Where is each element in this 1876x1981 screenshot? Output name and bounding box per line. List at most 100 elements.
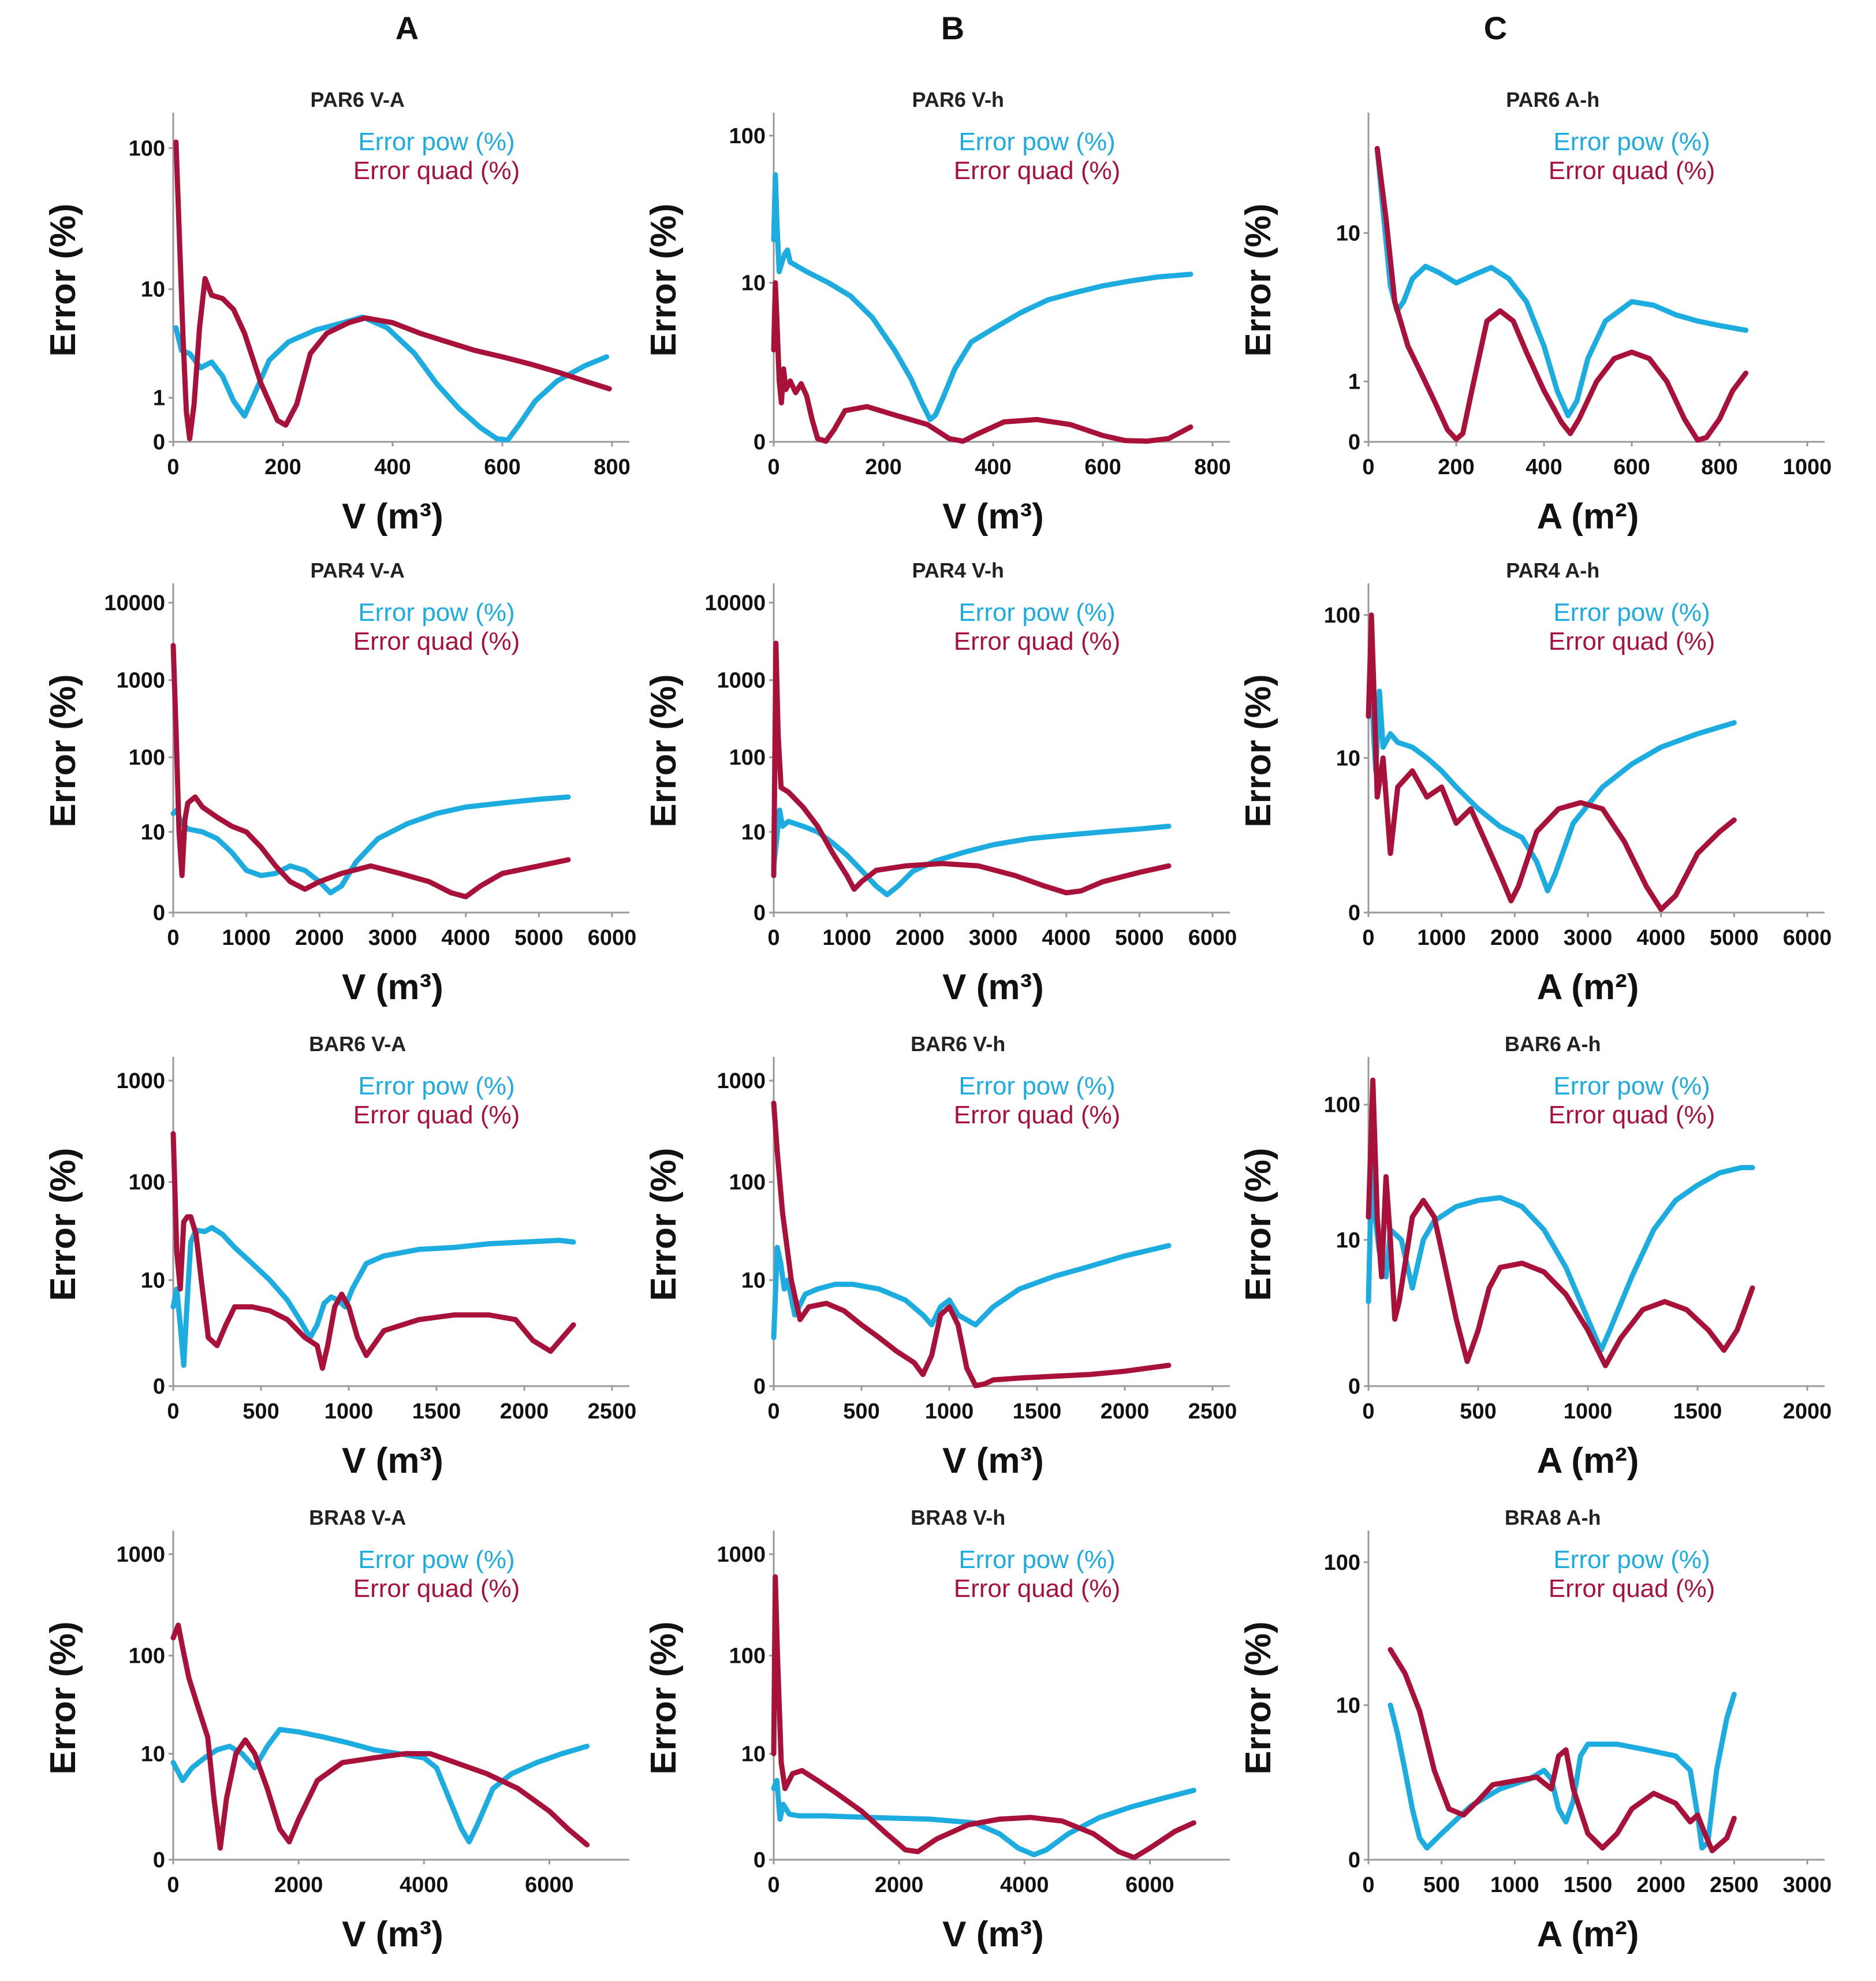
x-tick-label: 500 bbox=[243, 1399, 279, 1424]
series-line-pow bbox=[771, 807, 1172, 898]
chart-title: PAR6 A-h bbox=[1506, 88, 1599, 111]
y-tick-label: 1000 bbox=[116, 1543, 165, 1567]
x-tick-label: 800 bbox=[1194, 455, 1230, 479]
y-axis-label: Error (%) bbox=[43, 1148, 83, 1301]
x-tick-label: 0 bbox=[167, 926, 179, 950]
x-tick-label: 2000 bbox=[500, 1399, 549, 1424]
legend-quad: Error quad (%) bbox=[954, 627, 1121, 656]
x-tick-label: 2000 bbox=[1101, 1399, 1150, 1424]
y-tick-label: 10000 bbox=[704, 591, 766, 616]
y-tick-label: 10 bbox=[141, 1742, 165, 1766]
y-tick-label: 1000 bbox=[717, 669, 766, 693]
x-tick-label: 800 bbox=[594, 455, 630, 479]
y-tick-label: 0 bbox=[153, 430, 165, 455]
legend-pow: Error pow (%) bbox=[358, 128, 514, 156]
x-tick-label: 0 bbox=[167, 1873, 179, 1897]
y-axis-label: Error (%) bbox=[43, 674, 83, 827]
x-tick-label: 500 bbox=[1460, 1399, 1496, 1424]
y-tick-label: 0 bbox=[754, 1848, 766, 1872]
y-tick-label: 10 bbox=[1336, 746, 1360, 770]
chart-title: PAR4 A-h bbox=[1506, 558, 1599, 582]
y-axis-label: Error (%) bbox=[644, 203, 684, 356]
x-tick-label: 3000 bbox=[368, 926, 417, 950]
legend-pow: Error pow (%) bbox=[358, 598, 514, 627]
y-tick-label: 0 bbox=[754, 430, 766, 455]
chart-title: PAR4 V-h bbox=[912, 558, 1004, 582]
x-tick-label: 600 bbox=[1084, 455, 1121, 479]
y-axis-label: Error (%) bbox=[1239, 674, 1278, 827]
chart-par6-v-a: PAR6 V-A 0 1 10 100 0 200 400 600 800 V (m³) Error … bbox=[43, 88, 631, 537]
x-tick-label: 400 bbox=[975, 455, 1011, 479]
y-tick-label: 10 bbox=[741, 1742, 766, 1766]
legend-quad: Error quad (%) bbox=[1549, 157, 1715, 185]
chart-bra8-v-h: BRA8 V-h 0 10 100 1000 0 2000 4000 6000 V (m³) Err… bbox=[644, 1506, 1230, 1954]
series-line-quad bbox=[771, 641, 1172, 896]
legend-quad: Error quad (%) bbox=[1549, 1101, 1715, 1129]
legend-pow: Error pow (%) bbox=[358, 1546, 514, 1574]
y-axis-label: Error (%) bbox=[644, 1148, 684, 1301]
y-tick-label: 10 bbox=[1336, 1693, 1360, 1718]
series-line-quad bbox=[771, 1100, 1172, 1388]
y-tick-label: 10 bbox=[141, 278, 165, 302]
y-tick-label: 0 bbox=[1348, 901, 1360, 925]
x-tick-label: 200 bbox=[264, 455, 301, 479]
y-tick-label: 0 bbox=[1348, 430, 1360, 455]
x-tick-label: 5000 bbox=[1710, 926, 1759, 950]
series-line-quad bbox=[771, 280, 1194, 444]
y-tick-label: 0 bbox=[754, 901, 766, 925]
x-tick-label: 1500 bbox=[1673, 1399, 1722, 1424]
x-axis-label: V (m³) bbox=[942, 497, 1044, 537]
y-tick-label: 10 bbox=[741, 1268, 766, 1293]
chart-bra8-v-a: BRA8 V-A 0 10 100 1000 0 2000 4000 6000 V (m³) Err… bbox=[43, 1506, 629, 1954]
x-tick-label: 2500 bbox=[588, 1399, 637, 1424]
chart-title: BRA8 V-A bbox=[309, 1506, 406, 1529]
y-tick-label: 0 bbox=[1348, 1848, 1360, 1872]
x-axis-label: A (m²) bbox=[1537, 967, 1639, 1007]
x-tick-label: 6000 bbox=[525, 1873, 574, 1897]
x-tick-label: 6000 bbox=[588, 926, 637, 950]
y-tick-label: 10 bbox=[741, 271, 766, 296]
x-tick-label: 2000 bbox=[1490, 926, 1539, 950]
series-line-quad bbox=[173, 139, 612, 442]
y-tick-label: 100 bbox=[129, 1171, 165, 1195]
chart-bar6-v-a: BAR6 V-A 0 10 100 1000 0 500 1000 1500 2000 2500 V … bbox=[43, 1032, 636, 1481]
legend-quad: Error quad (%) bbox=[353, 1101, 520, 1129]
legend-quad: Error quad (%) bbox=[353, 157, 520, 185]
legend-pow: Error pow (%) bbox=[958, 598, 1115, 627]
x-tick-label: 4000 bbox=[1042, 926, 1091, 950]
x-tick-label: 4000 bbox=[1636, 926, 1685, 950]
x-tick-label: 1500 bbox=[1564, 1873, 1613, 1897]
y-tick-label: 1 bbox=[153, 386, 165, 411]
y-tick-label: 1000 bbox=[717, 1069, 766, 1093]
y-tick-label: 1000 bbox=[116, 669, 165, 693]
chart-title: BAR6 V-h bbox=[911, 1032, 1005, 1056]
legend-pow: Error pow (%) bbox=[1553, 128, 1710, 156]
x-tick-label: 1000 bbox=[1783, 455, 1832, 479]
series-line-pow bbox=[1374, 146, 1749, 419]
y-tick-label: 1000 bbox=[717, 1543, 766, 1567]
series-line-quad bbox=[170, 1622, 590, 1851]
x-axis-label: V (m³) bbox=[342, 1441, 443, 1481]
x-tick-label: 2000 bbox=[875, 1873, 924, 1897]
y-axis-label: Error (%) bbox=[43, 203, 83, 356]
series-line-quad bbox=[1374, 146, 1749, 443]
legend-pow: Error pow (%) bbox=[958, 1072, 1115, 1100]
series-line-pow bbox=[170, 1727, 590, 1845]
x-tick-label: 1500 bbox=[412, 1399, 461, 1424]
y-axis-label: Error (%) bbox=[43, 1621, 83, 1774]
legend-pow: Error pow (%) bbox=[1553, 1072, 1710, 1100]
y-tick-label: 100 bbox=[729, 124, 766, 148]
chart-title: PAR4 V-A bbox=[311, 558, 405, 582]
x-tick-label: 4000 bbox=[1000, 1873, 1049, 1897]
y-tick-label: 1000 bbox=[116, 1069, 165, 1093]
y-tick-label: 0 bbox=[153, 901, 165, 925]
y-tick-label: 10 bbox=[1336, 1228, 1360, 1253]
series-line-pow bbox=[1388, 1692, 1737, 1851]
series-line-quad bbox=[1366, 612, 1737, 913]
legend-quad: Error quad (%) bbox=[954, 157, 1121, 185]
x-tick-label: 4000 bbox=[441, 926, 490, 950]
legend-pow: Error pow (%) bbox=[1553, 598, 1710, 627]
chart-title: BRA8 A-h bbox=[1505, 1506, 1601, 1529]
